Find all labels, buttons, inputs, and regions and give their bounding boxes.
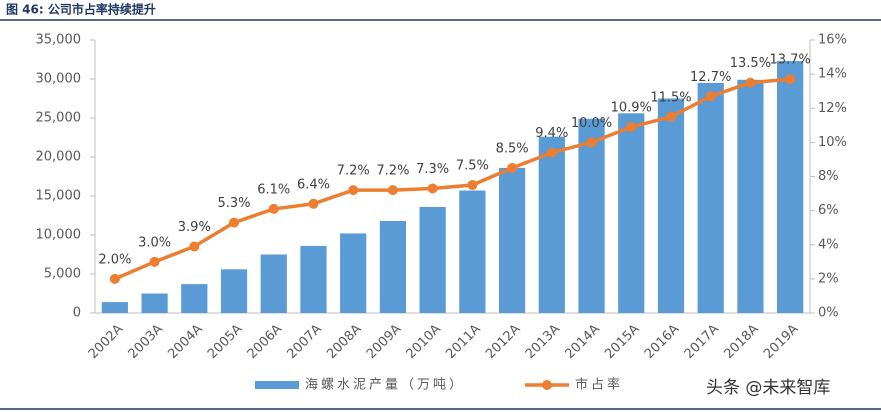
y2-tick-label: 16% [818,33,847,48]
x-tick-label: 2002A [86,322,126,362]
y-tick-label: 5,000 [44,267,81,282]
line-point [229,217,240,228]
x-tick-label: 2012A [483,322,523,362]
bar [141,293,168,313]
line-point [586,137,597,148]
bar [101,302,128,313]
value-label: 7.5% [456,159,489,174]
value-label: 5.3% [218,196,251,211]
x-tick-label: 2006A [245,322,285,362]
y2-tick-label: 12% [818,101,847,116]
x-tick-label: 2009A [364,322,404,362]
line-point [109,273,120,284]
x-tick-label: 2018A [721,322,761,362]
bar [697,82,724,314]
value-label: 10.9% [611,101,652,116]
value-label: 10.0% [571,116,612,131]
value-label: 13.7% [769,53,810,68]
value-label: 13.5% [730,56,771,71]
bar [618,113,645,313]
x-tick-label: 2008A [324,322,364,362]
x-tick-label: 2005A [205,322,245,362]
bar [737,79,764,313]
value-label: 3.9% [178,220,211,235]
line-point [546,147,557,158]
x-tick-label: 2011A [443,322,483,362]
line-point [189,241,200,252]
y-tick-label: 0 [73,306,81,321]
y2-tick-label: 6% [818,203,839,218]
value-label: 6.1% [257,182,290,197]
bar [340,233,367,313]
line-point [268,203,279,214]
bar [459,190,486,313]
x-tick-label: 2016A [642,322,682,362]
bar [220,269,248,313]
value-label: 9.4% [535,126,568,141]
line-point [626,122,637,133]
legend-swatch [255,381,299,389]
bar [419,206,446,313]
y2-tick-label: 10% [818,135,847,150]
y2-tick-label: 0% [818,306,839,321]
y2-tick-label: 4% [818,237,839,252]
value-label: 6.4% [297,177,330,192]
x-tick-label: 2013A [523,322,563,362]
bar [379,220,407,313]
value-label: 7.3% [416,162,449,177]
x-tick-label: 2017A [682,322,722,362]
bar [300,245,327,313]
x-tick-label: 2014A [563,322,603,362]
line-point [745,77,756,88]
x-tick-label: 2007A [284,322,324,362]
bar [498,167,526,313]
bar [538,136,565,313]
line-point [149,256,160,267]
line-point [308,198,319,209]
line-point [467,180,478,191]
y2-tick-label: 8% [818,169,839,184]
x-tick-label: 2010A [404,322,444,362]
bar [657,98,685,313]
value-label: 12.7% [690,70,731,85]
x-tick-label: 2015A [602,322,642,362]
chart-title: 图 46: 公司市占率持续提升 [6,2,156,17]
watermark: 头条 @未来智库 [706,378,830,398]
y-tick-label: 30,000 [36,72,82,87]
line-point [348,185,359,196]
line-point [387,185,398,196]
y-tick-label: 10,000 [36,228,82,243]
y2-tick-label: 2% [818,271,839,286]
legend-swatch [542,380,553,390]
bar [260,254,287,313]
line [114,77,791,281]
y-tick-label: 25,000 [36,111,82,126]
value-label: 7.2% [376,164,409,179]
line-point [507,162,518,173]
x-tick-label: 2003A [126,322,166,362]
legend-label: 海螺水泥产量（万吨） [305,378,465,393]
value-label: 11.5% [650,90,691,105]
bar [181,284,208,313]
bar [578,118,605,313]
line-point [665,111,676,122]
legend-label: 市占率 [575,377,623,393]
line-point [785,74,796,85]
y-tick-label: 20,000 [36,150,82,165]
line-point [427,183,438,194]
value-label: 3.0% [138,235,171,250]
bar [777,61,804,314]
value-label: 7.2% [337,164,370,179]
y-tick-label: 15,000 [36,189,82,204]
value-label: 2.0% [98,252,131,267]
y2-tick-label: 14% [818,67,847,82]
x-tick-label: 2019A [761,322,801,362]
value-label: 8.5% [496,141,529,156]
y-tick-label: 35,000 [36,33,82,48]
line-point [705,91,716,102]
x-tick-label: 2004A [165,322,205,362]
